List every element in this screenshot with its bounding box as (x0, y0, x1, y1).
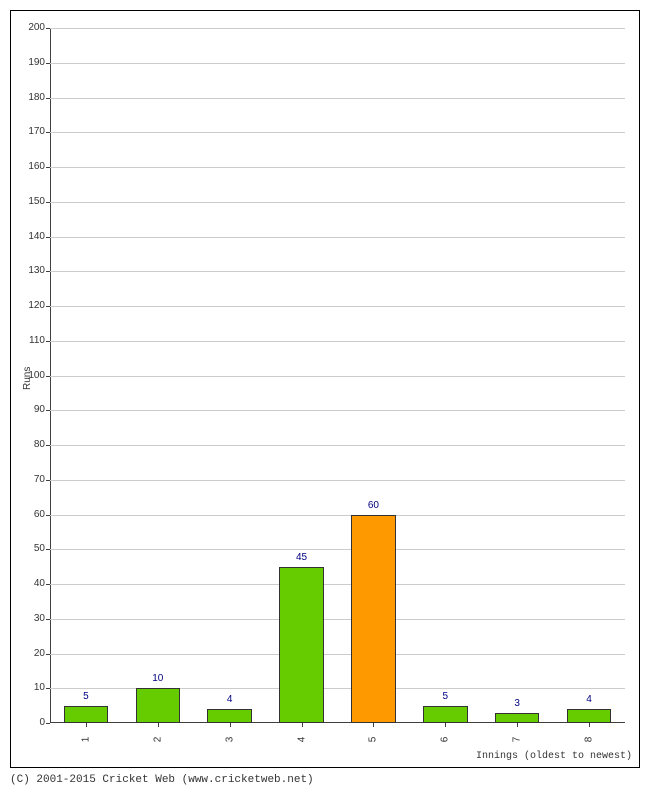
y-tick (46, 584, 50, 585)
y-tick (46, 654, 50, 655)
copyright-text: (C) 2001-2015 Cricket Web (www.cricketwe… (10, 774, 314, 786)
grid-line (50, 28, 625, 29)
y-tick (46, 63, 50, 64)
bar-value-label: 3 (497, 698, 537, 709)
grid-line (50, 480, 625, 481)
grid-line (50, 132, 625, 133)
y-tick-label: 180 (19, 93, 45, 103)
chart-container: Runs 01020304050607080901001101201301401… (0, 0, 650, 800)
bar-value-label: 45 (282, 552, 322, 563)
y-tick-label: 110 (19, 336, 45, 346)
x-tick-label: 1 (80, 720, 91, 760)
bar (136, 688, 181, 723)
grid-line (50, 376, 625, 377)
bar (351, 515, 396, 724)
x-tick-label: 6 (440, 720, 451, 760)
y-tick-label: 140 (19, 232, 45, 242)
y-tick (46, 306, 50, 307)
plot-area: 0102030405060708090100110120130140150160… (50, 28, 625, 723)
y-tick (46, 98, 50, 99)
grid-line (50, 410, 625, 411)
bar (279, 567, 324, 723)
bar-value-label: 4 (569, 694, 609, 705)
bar-value-label: 4 (210, 694, 250, 705)
grid-line (50, 306, 625, 307)
y-tick (46, 132, 50, 133)
y-tick-label: 20 (19, 649, 45, 659)
grid-line (50, 445, 625, 446)
bar-value-label: 5 (425, 691, 465, 702)
x-tick-label: 2 (152, 720, 163, 760)
y-tick-label: 50 (19, 544, 45, 554)
grid-line (50, 271, 625, 272)
grid-line (50, 167, 625, 168)
y-tick-label: 160 (19, 162, 45, 172)
bar-value-label: 10 (138, 673, 178, 684)
y-tick-label: 130 (19, 266, 45, 276)
y-tick (46, 480, 50, 481)
bar-value-label: 5 (66, 691, 106, 702)
y-tick-label: 80 (19, 440, 45, 450)
y-tick (46, 202, 50, 203)
y-tick (46, 549, 50, 550)
y-tick-label: 70 (19, 475, 45, 485)
grid-line (50, 202, 625, 203)
y-tick-label: 10 (19, 683, 45, 693)
y-tick (46, 271, 50, 272)
y-tick-label: 120 (19, 301, 45, 311)
y-tick (46, 28, 50, 29)
y-tick (46, 376, 50, 377)
grid-line (50, 98, 625, 99)
y-tick (46, 237, 50, 238)
y-tick (46, 167, 50, 168)
y-tick-label: 150 (19, 197, 45, 207)
y-tick (46, 445, 50, 446)
bar-value-label: 60 (353, 500, 393, 511)
grid-line (50, 341, 625, 342)
grid-line (50, 237, 625, 238)
x-tick-label: 4 (296, 720, 307, 760)
y-tick (46, 515, 50, 516)
x-axis-title: Innings (oldest to newest) (476, 751, 632, 762)
x-tick-label: 3 (224, 720, 235, 760)
grid-line (50, 654, 625, 655)
y-tick-label: 60 (19, 510, 45, 520)
y-tick-label: 40 (19, 579, 45, 589)
grid-line (50, 584, 625, 585)
grid-line (50, 515, 625, 516)
y-tick (46, 619, 50, 620)
y-tick-label: 100 (19, 371, 45, 381)
grid-line (50, 619, 625, 620)
y-tick-label: 170 (19, 127, 45, 137)
y-tick-label: 190 (19, 58, 45, 68)
grid-line (50, 549, 625, 550)
y-tick (46, 723, 50, 724)
y-tick-label: 30 (19, 614, 45, 624)
x-tick-label: 5 (368, 720, 379, 760)
y-tick (46, 341, 50, 342)
y-tick-label: 0 (19, 718, 45, 728)
grid-line (50, 63, 625, 64)
y-tick (46, 688, 50, 689)
y-tick-label: 200 (19, 23, 45, 33)
y-tick (46, 410, 50, 411)
y-tick-label: 90 (19, 405, 45, 415)
